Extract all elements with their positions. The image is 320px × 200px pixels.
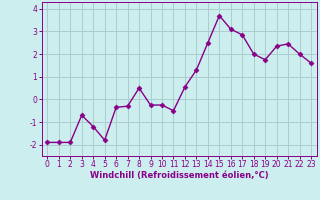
X-axis label: Windchill (Refroidissement éolien,°C): Windchill (Refroidissement éolien,°C)	[90, 171, 268, 180]
